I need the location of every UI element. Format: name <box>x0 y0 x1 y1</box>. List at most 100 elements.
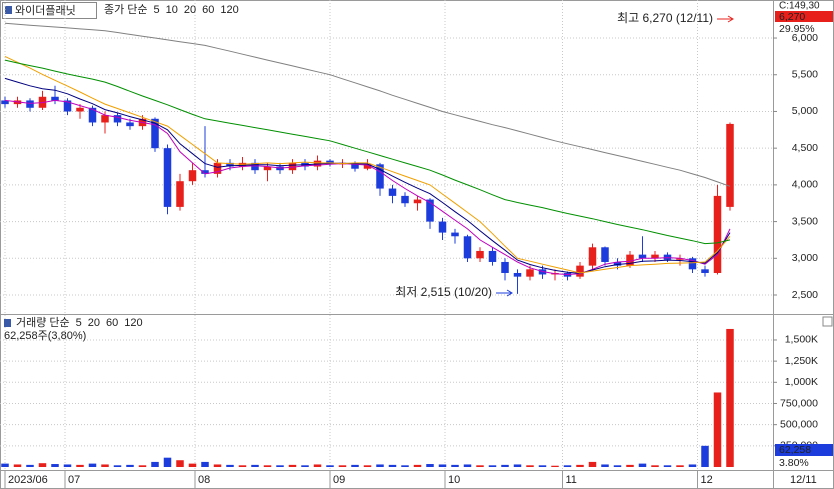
candle-body <box>488 250 497 262</box>
candle-body <box>613 261 622 266</box>
candle-body <box>601 247 609 262</box>
candle-body <box>638 254 647 259</box>
candle-body <box>1 100 9 105</box>
x-tick-label: 12 <box>701 474 713 486</box>
y-tick-label: 6,000 <box>792 32 818 44</box>
volume-bar <box>551 465 559 467</box>
volume-bar <box>513 464 522 467</box>
volume-bar <box>326 465 334 467</box>
volume-bar <box>101 464 109 467</box>
candle-body <box>388 188 397 196</box>
legend-entry: 120 <box>220 4 238 16</box>
volume-bar <box>526 465 534 467</box>
volume-bar <box>463 464 472 467</box>
volume-bar <box>688 464 697 467</box>
candle-body <box>376 164 384 189</box>
y-tick-label: 2,500 <box>792 289 818 301</box>
candle-body <box>176 181 184 207</box>
y-tick-label: 5,500 <box>792 69 818 81</box>
high-arrow-head <box>727 15 734 23</box>
candle-body <box>113 115 122 123</box>
candle-body <box>501 261 509 273</box>
candle-body <box>351 162 359 169</box>
volume-bar <box>476 465 484 467</box>
volume-bar <box>501 464 509 467</box>
legend-entry: 20 <box>184 4 196 16</box>
volume-bar <box>413 464 422 467</box>
candle-body <box>201 170 209 174</box>
legend-title: 종가 단순 <box>104 3 148 16</box>
volume-bar <box>276 465 284 467</box>
volume-bar <box>263 465 272 467</box>
volume-bar <box>401 465 409 467</box>
volume-icon <box>4 319 11 327</box>
low-annotation: 최저 2,515 (10/20) <box>395 285 492 299</box>
y-tick-label: 3,500 <box>792 215 818 227</box>
candle-body <box>401 195 409 204</box>
info-label: C:149,30 <box>779 1 820 12</box>
legend-entry: 20 <box>88 317 100 329</box>
legend-entry: 120 <box>124 317 142 329</box>
candle-body <box>626 254 634 266</box>
ma-line <box>4 59 731 245</box>
y-tick-label: 3,000 <box>792 252 818 264</box>
volume-bar <box>226 464 234 467</box>
volume-bar <box>638 463 647 467</box>
x-tick-label: 07 <box>68 474 80 486</box>
volume-bar <box>613 465 622 467</box>
candle-body <box>163 148 172 207</box>
chart-title: 와이더플래닛 <box>15 4 76 17</box>
volume-bar <box>588 461 597 467</box>
volume-bar <box>651 465 659 467</box>
low-arrow-head <box>506 289 513 297</box>
x-tick-label: 10 <box>448 474 460 486</box>
legend-entry: 60 <box>106 317 118 329</box>
x-tick-label: 09 <box>333 474 345 486</box>
y-tick-label: 4,500 <box>792 142 818 154</box>
panel-close[interactable] <box>822 316 833 327</box>
volume-badge <box>775 444 833 456</box>
volume-bar <box>38 463 47 467</box>
volume-bar <box>338 465 347 467</box>
candle-body <box>588 247 597 266</box>
candle-body <box>213 162 222 174</box>
volume-bar <box>313 464 322 467</box>
candle-body <box>513 272 522 277</box>
x-tick-label: 2023/06 <box>8 474 48 486</box>
volume-bar <box>563 465 572 467</box>
candle-body <box>438 221 447 233</box>
candle-body <box>363 164 372 169</box>
volume-bar <box>426 464 434 467</box>
candle-body <box>188 170 197 182</box>
volume-bar <box>26 464 34 467</box>
change-label: 29.95% <box>779 23 815 35</box>
candle-body <box>51 96 59 101</box>
candle-body <box>676 258 684 260</box>
candle-body <box>688 258 697 270</box>
candle-body <box>701 269 709 273</box>
volume-bar <box>301 465 309 467</box>
x-tick-label: 08 <box>198 474 210 486</box>
volume-bar <box>626 464 634 467</box>
volume-bar <box>13 464 22 467</box>
volume-bar <box>201 461 209 467</box>
y-tick-label: 500,000 <box>780 418 818 430</box>
volume-bar <box>351 464 359 467</box>
x-tick-label: 11 <box>566 474 577 486</box>
legend-title: 거래량 단순 <box>16 316 70 329</box>
candle-body <box>651 254 659 259</box>
candle-body <box>463 236 472 259</box>
y-tick-label: 1,000K <box>785 376 818 388</box>
price-badge-text: 6,270 <box>779 11 805 23</box>
title-icon <box>5 6 12 14</box>
volume-bar <box>213 464 222 467</box>
y-tick-label: 750,000 <box>780 397 818 409</box>
volume-bar <box>451 464 459 467</box>
candle-body <box>576 265 584 277</box>
volume-bar <box>251 464 259 467</box>
y-tick-label: 1,500K <box>785 334 818 346</box>
candle-body <box>426 199 434 222</box>
candle-body <box>126 122 134 127</box>
